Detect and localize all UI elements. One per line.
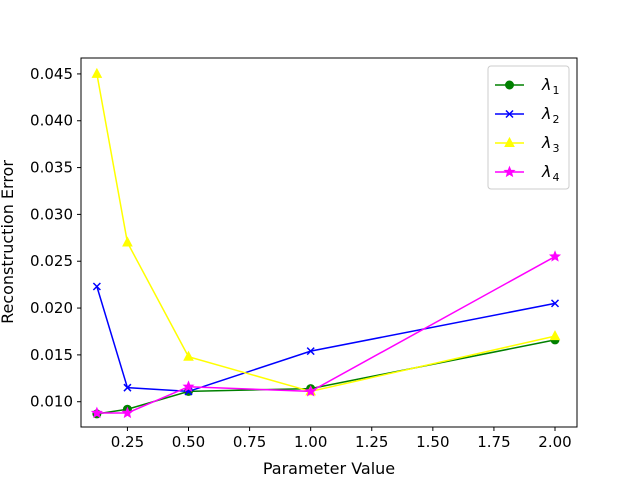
data-point [92,282,101,291]
legend-marker [504,136,515,147]
x-tick-label: 0.25 [111,433,144,451]
x-tick-label: 0.50 [172,433,205,451]
data-point [304,385,317,397]
x-axis: 0.25 0.50 0.75 1.00 1.25 1.50 1.75 2.00 [111,427,572,451]
y-tick-label: 0.015 [30,346,73,364]
y-tick-label: 0.020 [30,299,73,317]
y-tick-label: 0.010 [30,393,73,411]
x-tick-label: 1.75 [477,433,510,451]
x-tick-label: 1.25 [355,433,388,451]
data-point [122,236,133,247]
y-axis: 0.010 0.015 0.020 0.025 0.030 0.035 0.040 0.045 [30,65,81,411]
data-point [548,250,562,262]
data-point [123,383,132,392]
data-point [306,347,315,356]
data-point [90,406,103,419]
x-tick-label: 1.50 [416,433,449,451]
data-point [549,330,561,341]
data-point [182,380,195,392]
data-point [91,67,103,78]
y-tick-label: 0.045 [30,65,73,83]
data-point [183,350,194,361]
y-tick-label: 0.030 [30,205,73,223]
x-tick-label: 1.00 [294,433,327,451]
series-lambda-4 [90,250,562,419]
data-point [550,299,560,308]
series-layer [90,67,562,419]
series-lambda-2 [92,282,560,396]
legend-marker [505,80,514,90]
legend-marker [503,165,516,178]
y-axis-label: Reconstruction Error [0,160,17,324]
data-point [121,406,134,419]
x-tick-label: 0.75 [233,433,266,451]
y-tick-label: 0.025 [30,252,73,270]
legend-box [487,65,570,190]
y-tick-label: 0.040 [30,112,73,130]
x-tick-label: 2.00 [538,433,571,451]
legend-marker [505,109,514,119]
y-tick-label: 0.035 [30,159,73,177]
x-axis-label: Parameter Value [263,459,395,478]
